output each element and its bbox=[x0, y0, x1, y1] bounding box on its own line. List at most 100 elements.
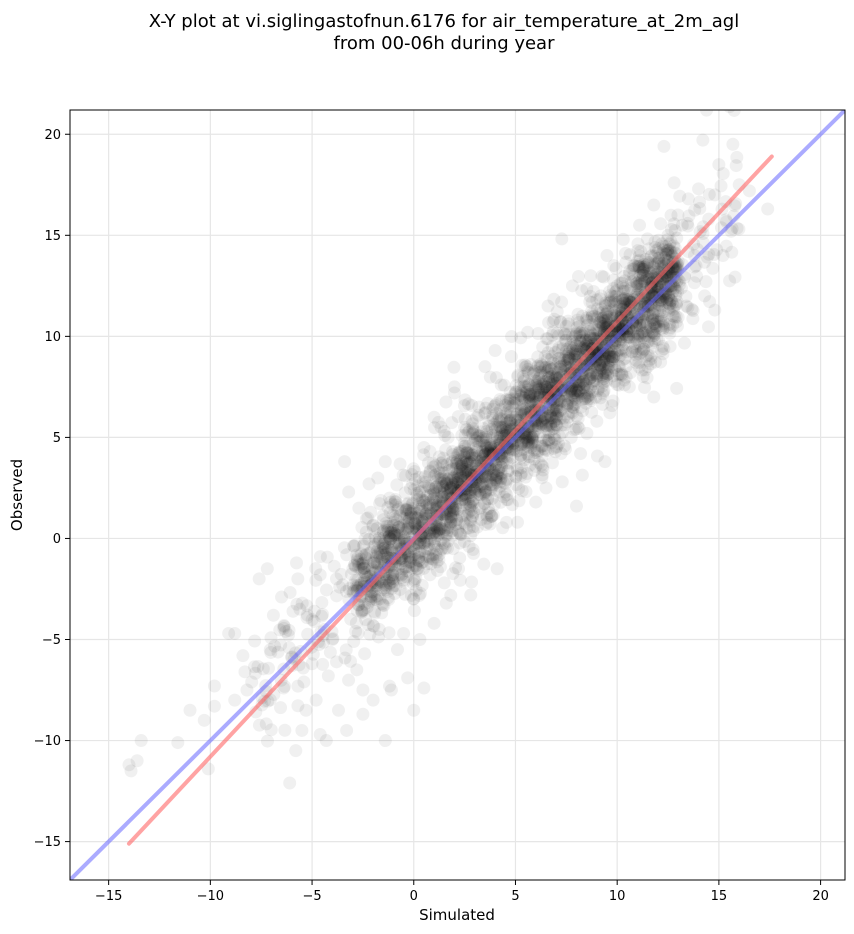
scatter-point bbox=[383, 506, 397, 520]
scatter-point bbox=[454, 454, 468, 468]
scatter-point bbox=[561, 410, 575, 424]
scatter-point bbox=[693, 195, 707, 209]
scatter-point bbox=[389, 512, 403, 526]
scatter-point bbox=[596, 372, 610, 386]
scatter-point bbox=[446, 477, 460, 491]
scatter-point bbox=[565, 399, 579, 413]
scatter-point bbox=[365, 562, 379, 576]
scatter-point bbox=[489, 473, 503, 487]
scatter-point bbox=[654, 312, 668, 326]
scatter-point bbox=[653, 290, 667, 304]
scatter-point bbox=[561, 393, 575, 407]
scatter-point bbox=[528, 446, 542, 460]
scatter-point bbox=[547, 292, 561, 306]
scatter-point bbox=[529, 374, 543, 388]
scatter-point bbox=[432, 526, 446, 540]
y-tick-label: 10 bbox=[44, 330, 61, 345]
scatter-point bbox=[448, 517, 462, 531]
scatter-point bbox=[647, 327, 661, 341]
scatter-point bbox=[411, 479, 425, 493]
scatter-point bbox=[529, 495, 543, 509]
scatter-point bbox=[535, 468, 549, 482]
scatter-point bbox=[573, 340, 587, 354]
scatter-point bbox=[403, 482, 417, 496]
scatter-point bbox=[652, 233, 666, 247]
scatter-point bbox=[382, 626, 396, 640]
scatter-point bbox=[525, 436, 539, 450]
scatter-point bbox=[427, 616, 441, 630]
scatter-point bbox=[644, 349, 658, 363]
scatter-point bbox=[633, 319, 647, 333]
scatter-point bbox=[642, 334, 656, 348]
scatter-point bbox=[516, 426, 530, 440]
scatter-point bbox=[605, 399, 619, 413]
scatter-point bbox=[485, 480, 499, 494]
scatter-point bbox=[651, 309, 665, 323]
scatter-point bbox=[596, 305, 610, 319]
scatter-point bbox=[420, 542, 434, 556]
scatter-point bbox=[701, 320, 715, 334]
scatter-point bbox=[279, 624, 293, 638]
scatter-point bbox=[350, 548, 364, 562]
scatter-point bbox=[590, 449, 604, 463]
scatter-point bbox=[423, 464, 437, 478]
scatter-point bbox=[632, 274, 646, 288]
scatter-point bbox=[463, 501, 477, 515]
scatter-point bbox=[453, 573, 467, 587]
scatter-point bbox=[382, 592, 396, 606]
scatter-point bbox=[427, 487, 441, 501]
scatter-point bbox=[453, 465, 467, 479]
scatter-point bbox=[500, 493, 514, 507]
scatter-point bbox=[440, 477, 454, 491]
scatter-point bbox=[519, 380, 533, 394]
scatter-point bbox=[500, 515, 514, 529]
scatter-point bbox=[384, 532, 398, 546]
scatter-point bbox=[473, 479, 487, 493]
scatter-point bbox=[593, 358, 607, 372]
scatter-point bbox=[591, 346, 605, 360]
scatter-point bbox=[376, 525, 390, 539]
scatter-point bbox=[498, 485, 512, 499]
scatter-point bbox=[248, 634, 262, 648]
scatter-point bbox=[656, 239, 670, 253]
scatter-point bbox=[404, 555, 418, 569]
scatter-point bbox=[583, 324, 597, 338]
scatter-point bbox=[453, 526, 467, 540]
scatter-point bbox=[325, 633, 339, 647]
scatter-point bbox=[565, 279, 579, 293]
scatter-point bbox=[654, 355, 668, 369]
scatter-point bbox=[391, 562, 405, 576]
scatter-point bbox=[522, 435, 536, 449]
scatter-point bbox=[433, 521, 447, 535]
scatter-point bbox=[548, 433, 562, 447]
scatter-point bbox=[597, 366, 611, 380]
scatter-point bbox=[355, 604, 369, 618]
scatter-point bbox=[451, 471, 465, 485]
scatter-point bbox=[361, 559, 375, 573]
scatter-point bbox=[568, 329, 582, 343]
x-tick-label: −10 bbox=[197, 889, 224, 904]
scatter-point bbox=[375, 545, 389, 559]
scatter-point bbox=[369, 549, 383, 563]
scatter-point bbox=[423, 526, 437, 540]
scatter-point bbox=[630, 276, 644, 290]
scatter-point bbox=[492, 471, 506, 485]
scatter-point bbox=[382, 530, 396, 544]
scatter-point bbox=[464, 489, 478, 503]
scatter-point bbox=[485, 468, 499, 482]
scatter-point bbox=[459, 462, 473, 476]
scatter-point bbox=[370, 557, 384, 571]
scatter-point bbox=[636, 262, 650, 276]
scatter-point bbox=[567, 358, 581, 372]
scatter-point bbox=[448, 473, 462, 487]
scatter-point bbox=[382, 576, 396, 590]
scatter-point bbox=[505, 450, 519, 464]
scatter-point bbox=[482, 415, 496, 429]
scatter-point bbox=[549, 401, 563, 415]
scatter-point bbox=[607, 330, 621, 344]
scatter-point bbox=[372, 622, 386, 636]
scatter-point bbox=[458, 441, 472, 455]
scatter-point bbox=[462, 456, 476, 470]
scatter-point bbox=[392, 528, 406, 542]
scatter-point bbox=[430, 563, 444, 577]
